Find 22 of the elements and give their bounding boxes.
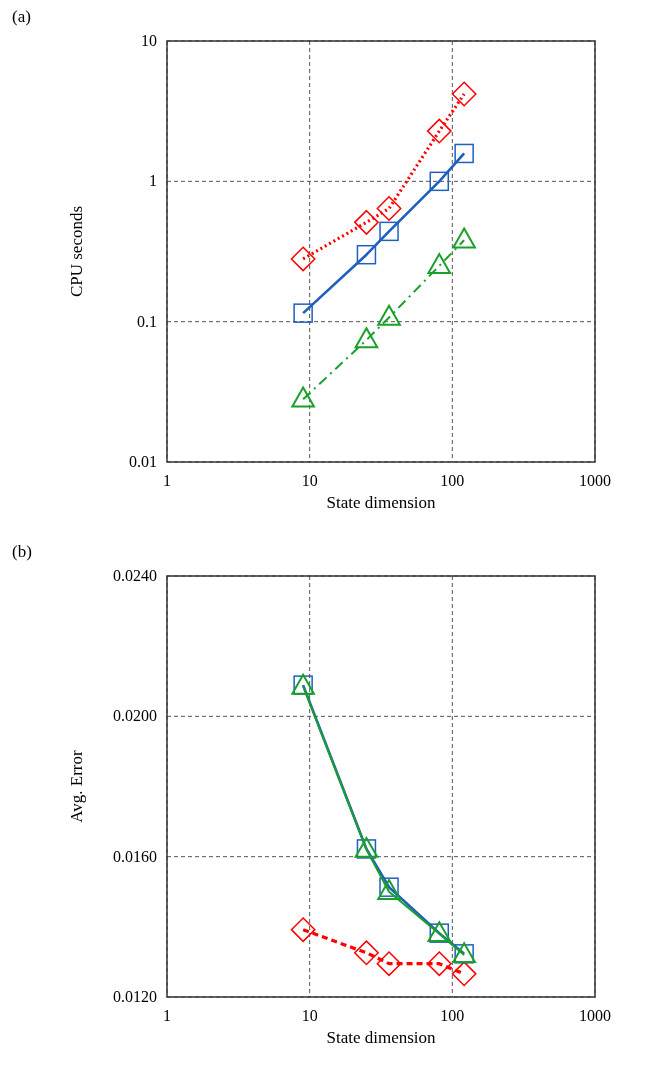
- y-tick-label: 1: [149, 172, 157, 190]
- y-axis-title: Avg. Error: [67, 749, 86, 823]
- x-tick-label: 1000: [579, 1007, 611, 1024]
- x-axis-title: State dimension: [326, 493, 437, 512]
- x-tick-label: 10: [301, 1007, 318, 1024]
- x-tick-label: 1000: [579, 472, 611, 489]
- y-tick-label: 0.0240: [113, 567, 157, 584]
- x-axis-title: State dimension: [326, 1028, 437, 1047]
- text: (b): [12, 542, 32, 561]
- y-tick-label: 0.0200: [113, 707, 157, 725]
- y-axis-title: CPU seconds: [67, 205, 86, 298]
- y-tick-label: 0.0160: [113, 847, 157, 865]
- y-tick-label: 0.01: [129, 453, 157, 470]
- text: (a): [12, 7, 31, 26]
- x-tick-label: 100: [440, 472, 465, 489]
- x-tick-label: 10: [301, 472, 318, 489]
- y-tick-label: 0.0120: [113, 988, 157, 1005]
- x-tick-label: 1: [163, 472, 171, 489]
- y-tick-label: 10: [141, 32, 157, 49]
- y-tick-label: 0.1: [137, 312, 157, 330]
- x-tick-label: 100: [440, 1007, 465, 1024]
- x-tick-label: 1: [163, 1007, 171, 1024]
